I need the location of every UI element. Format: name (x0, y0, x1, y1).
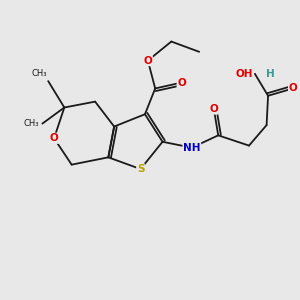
Text: OH: OH (236, 69, 254, 79)
Text: CH₃: CH₃ (31, 69, 47, 78)
Text: O: O (209, 104, 218, 114)
Text: O: O (143, 56, 152, 66)
Text: O: O (289, 83, 297, 93)
Text: H: H (266, 69, 275, 79)
Text: O: O (50, 133, 58, 143)
Text: S: S (137, 164, 144, 174)
Text: NH: NH (183, 143, 201, 153)
Text: CH₃: CH₃ (24, 119, 39, 128)
Text: O: O (177, 78, 186, 88)
